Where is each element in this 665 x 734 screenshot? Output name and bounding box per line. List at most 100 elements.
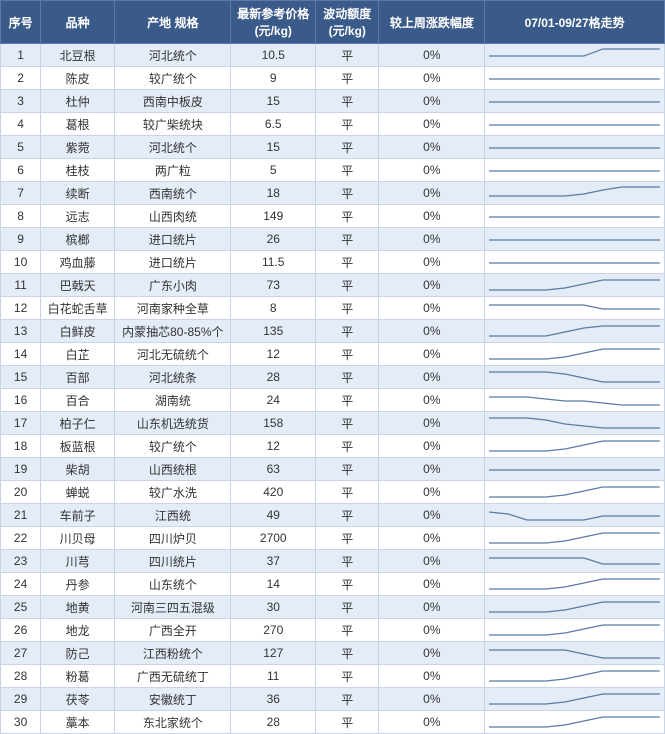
cell-name: 陈皮 <box>41 67 115 90</box>
sparkline-icon <box>489 529 660 547</box>
sparkline-icon <box>489 483 660 501</box>
cell-price: 8 <box>231 297 316 320</box>
cell-price: 9 <box>231 67 316 90</box>
cell-flux: 平 <box>316 619 379 642</box>
cell-idx: 20 <box>1 481 41 504</box>
cell-pct: 0% <box>379 573 485 596</box>
table-row: 17柏子仁山东机选统货158平0% <box>1 412 665 435</box>
cell-name: 地龙 <box>41 619 115 642</box>
cell-spec: 东北家统个 <box>115 711 231 734</box>
sparkline-icon <box>489 506 660 524</box>
cell-spec: 河北统个 <box>115 136 231 159</box>
cell-name: 槟榔 <box>41 228 115 251</box>
table-row: 27防己江西粉统个127平0% <box>1 642 665 665</box>
sparkline-icon <box>489 414 660 432</box>
cell-flux: 平 <box>316 688 379 711</box>
cell-price: 37 <box>231 550 316 573</box>
cell-name: 巴戟天 <box>41 274 115 297</box>
sparkline-icon <box>489 161 660 179</box>
table-row: 14白芷河北无硫统个12平0% <box>1 343 665 366</box>
cell-idx: 14 <box>1 343 41 366</box>
cell-spec: 四川统片 <box>115 550 231 573</box>
cell-spec: 较广水洗 <box>115 481 231 504</box>
table-row: 12白花蛇舌草河南家种全草8平0% <box>1 297 665 320</box>
table-row: 2陈皮较广统个9平0% <box>1 67 665 90</box>
cell-pct: 0% <box>379 67 485 90</box>
cell-price: 420 <box>231 481 316 504</box>
cell-sparkline <box>485 596 665 619</box>
cell-pct: 0% <box>379 504 485 527</box>
table-row: 3杜仲西南中板皮15平0% <box>1 90 665 113</box>
table-row: 19柴胡山西统根63平0% <box>1 458 665 481</box>
cell-sparkline <box>485 297 665 320</box>
cell-pct: 0% <box>379 596 485 619</box>
cell-name: 葛根 <box>41 113 115 136</box>
cell-sparkline <box>485 159 665 182</box>
cell-pct: 0% <box>379 136 485 159</box>
cell-sparkline <box>485 481 665 504</box>
cell-price: 158 <box>231 412 316 435</box>
cell-flux: 平 <box>316 711 379 734</box>
sparkline-icon <box>489 598 660 616</box>
cell-spec: 河南家种全草 <box>115 297 231 320</box>
cell-sparkline <box>485 320 665 343</box>
cell-spec: 较广统个 <box>115 67 231 90</box>
cell-pct: 0% <box>379 435 485 458</box>
sparkline-icon <box>489 299 660 317</box>
cell-flux: 平 <box>316 412 379 435</box>
cell-idx: 18 <box>1 435 41 458</box>
header-spec: 产地 规格 <box>115 1 231 44</box>
cell-flux: 平 <box>316 205 379 228</box>
cell-sparkline <box>485 366 665 389</box>
cell-spec: 广西无硫统丁 <box>115 665 231 688</box>
cell-price: 2700 <box>231 527 316 550</box>
table-row: 5紫菀河北统个15平0% <box>1 136 665 159</box>
table-row: 8远志山西肉统149平0% <box>1 205 665 228</box>
table-row: 30藁本东北家统个28平0% <box>1 711 665 734</box>
table-row: 20蝉蜕较广水洗420平0% <box>1 481 665 504</box>
cell-spec: 山东机选统货 <box>115 412 231 435</box>
cell-idx: 23 <box>1 550 41 573</box>
table-row: 23川芎四川统片37平0% <box>1 550 665 573</box>
cell-name: 紫菀 <box>41 136 115 159</box>
cell-name: 粉葛 <box>41 665 115 688</box>
cell-idx: 8 <box>1 205 41 228</box>
cell-flux: 平 <box>316 458 379 481</box>
cell-spec: 广东小肉 <box>115 274 231 297</box>
table-row: 10鸡血藤进口统片11.5平0% <box>1 251 665 274</box>
sparkline-icon <box>489 322 660 340</box>
cell-pct: 0% <box>379 44 485 67</box>
cell-pct: 0% <box>379 90 485 113</box>
table-row: 1北豆根河北统个10.5平0% <box>1 44 665 67</box>
cell-pct: 0% <box>379 205 485 228</box>
cell-spec: 湖南统 <box>115 389 231 412</box>
cell-pct: 0% <box>379 389 485 412</box>
sparkline-icon <box>489 115 660 133</box>
cell-pct: 0% <box>379 366 485 389</box>
cell-spec: 西南中板皮 <box>115 90 231 113</box>
cell-price: 18 <box>231 182 316 205</box>
cell-idx: 17 <box>1 412 41 435</box>
cell-flux: 平 <box>316 573 379 596</box>
cell-name: 地黄 <box>41 596 115 619</box>
cell-pct: 0% <box>379 251 485 274</box>
cell-flux: 平 <box>316 320 379 343</box>
table-row: 25地黄河南三四五混级30平0% <box>1 596 665 619</box>
table-row: 4葛根较广柴统块6.5平0% <box>1 113 665 136</box>
cell-name: 百合 <box>41 389 115 412</box>
cell-price: 73 <box>231 274 316 297</box>
table-row: 11巴戟天广东小肉73平0% <box>1 274 665 297</box>
cell-spec: 江西统 <box>115 504 231 527</box>
cell-pct: 0% <box>379 481 485 504</box>
cell-sparkline <box>485 435 665 458</box>
cell-pct: 0% <box>379 343 485 366</box>
cell-idx: 3 <box>1 90 41 113</box>
cell-sparkline <box>485 44 665 67</box>
cell-name: 北豆根 <box>41 44 115 67</box>
sparkline-icon <box>489 690 660 708</box>
sparkline-icon <box>489 92 660 110</box>
table-row: 15百部河北统条28平0% <box>1 366 665 389</box>
cell-flux: 平 <box>316 182 379 205</box>
cell-pct: 0% <box>379 527 485 550</box>
cell-spec: 较广柴统块 <box>115 113 231 136</box>
